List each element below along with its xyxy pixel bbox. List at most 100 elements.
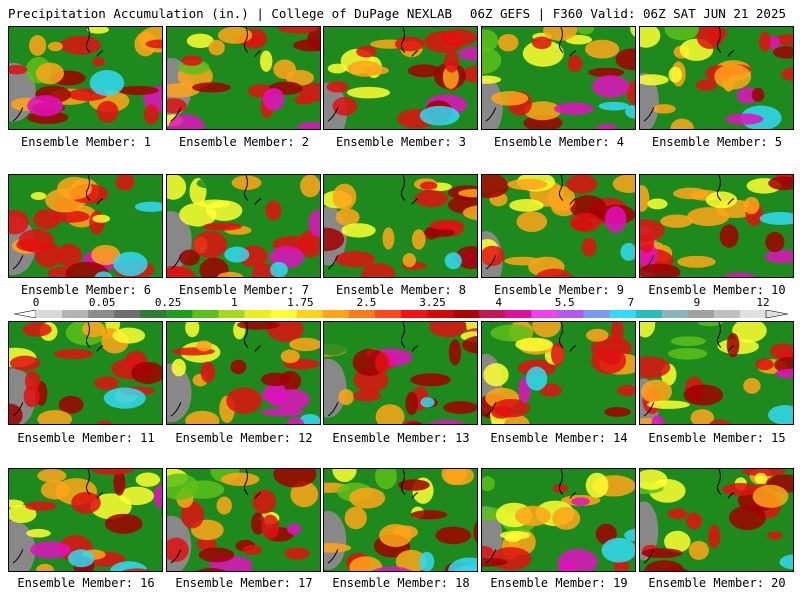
precip-contour	[116, 85, 159, 95]
precip-contour	[135, 472, 161, 487]
precip-field-map	[640, 27, 793, 129]
precip-contour	[755, 358, 774, 371]
precip-contour	[714, 63, 752, 90]
precip-contour	[278, 27, 319, 34]
ensemble-panel-16	[8, 468, 163, 572]
precip-contour	[424, 30, 465, 53]
dry-region	[482, 77, 503, 129]
precip-contour	[591, 75, 630, 98]
colorbar-segment	[583, 310, 610, 318]
precip-contour	[96, 420, 113, 424]
precip-contour	[664, 27, 699, 41]
ensemble-member-label: Ensemble Member: 16	[17, 576, 155, 590]
precip-contour	[419, 551, 435, 571]
colorbar-tick-label: 3.25	[419, 296, 446, 309]
precip-contour	[557, 562, 575, 571]
colorbar-segment	[322, 310, 350, 318]
precip-contour	[308, 209, 320, 237]
precip-contour	[103, 387, 146, 409]
precip-contour	[23, 385, 40, 408]
coastline	[485, 322, 577, 417]
colorbar-segment	[348, 310, 376, 318]
precip-contour	[640, 322, 656, 338]
colorbar-segment	[635, 310, 663, 318]
precip-contour	[707, 27, 727, 41]
figure-title: Precipitation Accumulation (in.) | Colle…	[8, 6, 453, 21]
precip-contour	[497, 33, 519, 52]
precip-contour	[382, 227, 395, 250]
precip-contour	[167, 98, 187, 114]
precip-contour	[525, 366, 548, 391]
ensemble-member-label: Ensemble Member: 9	[493, 283, 625, 297]
precip-contour	[327, 63, 347, 74]
precip-contour	[778, 350, 793, 360]
precip-contour	[274, 389, 310, 411]
precip-contour	[27, 95, 64, 117]
colorbar-tick-label: 1.75	[287, 296, 314, 309]
ensemble-panel-10	[639, 174, 794, 278]
precip-contour	[33, 209, 61, 230]
precip-contour	[424, 226, 439, 240]
coastline	[643, 322, 735, 417]
precip-contour	[593, 123, 619, 129]
precip-contour	[708, 524, 721, 549]
precip-contour	[371, 566, 412, 571]
ensemble-member-label: Ensemble Member: 14	[490, 431, 628, 445]
colorbar-segment	[374, 310, 402, 318]
precip-contour	[324, 329, 351, 356]
precip-contour	[646, 400, 690, 409]
precip-contour	[685, 512, 703, 530]
precip-contour	[407, 64, 441, 78]
precip-contour	[566, 175, 598, 194]
precip-contour	[273, 469, 317, 488]
precip-contour	[167, 537, 189, 562]
precip-contour	[202, 222, 243, 231]
precip-contour	[196, 567, 226, 571]
ensemble-member-label: Ensemble Member: 15	[648, 431, 786, 445]
precip-contour	[754, 472, 768, 485]
colorbar-segment	[114, 310, 141, 318]
colorbar-segment	[166, 310, 193, 318]
ensemble-panel-4	[481, 26, 636, 130]
precip-contour	[567, 55, 583, 72]
precip-contour	[765, 231, 785, 253]
precip-contour	[531, 36, 552, 50]
precip-contour	[667, 347, 708, 360]
colorbar-segment	[661, 310, 689, 318]
ensemble-panel-15	[639, 321, 794, 425]
precip-contour	[28, 35, 47, 56]
precip-contour	[9, 64, 28, 75]
precip-contour	[668, 66, 683, 83]
colorbar-tick-label: 4	[495, 296, 502, 309]
ensemble-panel-7	[166, 174, 321, 278]
coastline	[485, 175, 577, 270]
ensemble-member-label: Ensemble Member: 11	[17, 431, 155, 445]
precip-contour	[91, 244, 121, 266]
colorbar-segment	[88, 310, 115, 318]
precip-contour	[226, 387, 262, 414]
precip-contour	[677, 255, 716, 268]
precip-contour	[242, 567, 254, 571]
precip-contour	[427, 419, 467, 424]
colorbar-tick-label: 0.05	[88, 296, 116, 309]
precip-contour	[764, 250, 793, 264]
precip-contour	[115, 175, 135, 191]
colorbar-segment	[140, 310, 167, 318]
colorbar-segment	[296, 310, 324, 318]
precip-contour	[91, 469, 135, 475]
colorbar-segment	[270, 310, 298, 318]
precip-contour	[196, 178, 222, 189]
precip-contour	[719, 224, 739, 248]
precip-contour	[670, 336, 706, 346]
precip-contour	[180, 501, 205, 529]
precip-contour	[509, 199, 544, 212]
precip-contour	[122, 568, 152, 571]
precip-contour	[224, 246, 250, 263]
ensemble-member-label: Ensemble Member: 17	[175, 576, 313, 590]
precip-contour	[185, 322, 200, 338]
precip-contour	[419, 105, 460, 126]
precip-contour	[448, 339, 462, 366]
precip-contour	[615, 48, 635, 70]
precip-contour	[260, 408, 304, 417]
precip-contour	[552, 484, 569, 493]
